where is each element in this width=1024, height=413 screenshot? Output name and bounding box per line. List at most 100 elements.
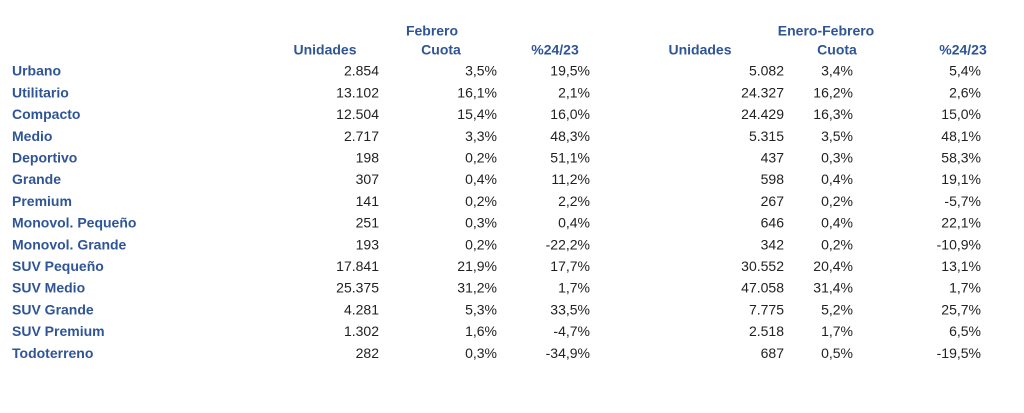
cell: 2,1% (558, 84, 590, 100)
cell: 19,1% (941, 171, 981, 187)
column-header: Cuota (421, 42, 461, 58)
cell: 11,2% (551, 171, 590, 187)
cell: 1,6% (465, 323, 497, 339)
row-label: Utilitario (12, 84, 69, 100)
cell: 2.854 (344, 63, 379, 79)
cell: 48,1% (941, 128, 981, 144)
cell: 646 (761, 215, 785, 231)
column-header: Cuota (817, 42, 857, 58)
cell: 25,7% (941, 301, 981, 317)
cell: 198 (356, 150, 380, 166)
cell: 6,5% (949, 323, 981, 339)
cell: 16,1% (457, 84, 497, 100)
cell: 3,5% (465, 63, 497, 79)
cell: 47.058 (741, 280, 784, 296)
row-label: Monovol. Grande (12, 236, 127, 252)
cell: 141 (356, 193, 380, 209)
cell: -5,7% (944, 193, 981, 209)
cell: 13.102 (336, 84, 379, 100)
cell: 1,7% (949, 280, 981, 296)
column-header: %24/23 (531, 42, 579, 58)
cell: 31,2% (457, 280, 497, 296)
cell: 0,2% (821, 236, 853, 252)
cell: 51,1% (550, 150, 590, 166)
cell: -4,7% (553, 323, 590, 339)
row-label: Urbano (12, 63, 61, 79)
cell: 17.841 (336, 258, 379, 274)
column-header: %24/23 (939, 42, 987, 58)
row-label: SUV Medio (12, 280, 85, 296)
cell: 1,7% (558, 280, 590, 296)
row-label: Monovol. Pequeño (12, 215, 136, 231)
cell: 31,4% (813, 280, 853, 296)
cell: 0,5% (821, 345, 853, 361)
cell: 0,4% (465, 171, 497, 187)
cell: 0,2% (821, 193, 853, 209)
column-header: Unidades (293, 42, 356, 58)
cell: 20,4% (813, 258, 853, 274)
cell: 24.327 (741, 84, 784, 100)
cell: -34,9% (546, 345, 590, 361)
group-header: Enero-Febrero (778, 23, 874, 39)
cell: 3,3% (465, 128, 497, 144)
cell: 342 (761, 236, 785, 252)
cell: 251 (356, 215, 380, 231)
cell: -22,2% (546, 236, 590, 252)
cell: 17,7% (550, 258, 590, 274)
cell: 4.281 (344, 301, 379, 317)
cell: 2,2% (558, 193, 590, 209)
cell: 12.504 (336, 106, 379, 122)
row-label: Grande (12, 171, 61, 187)
cell: 25.375 (336, 280, 379, 296)
cell: 3,5% (821, 128, 853, 144)
row-label: Premium (12, 193, 72, 209)
cell: 30.552 (741, 258, 784, 274)
row-label: SUV Premium (12, 323, 105, 339)
cell: 2.717 (344, 128, 379, 144)
cell: 437 (761, 150, 785, 166)
cell: 0,2% (465, 150, 497, 166)
cell: 19,5% (550, 63, 590, 79)
cell: 1.302 (344, 323, 379, 339)
cell: 5.082 (749, 63, 784, 79)
cell: 267 (761, 193, 785, 209)
cell: -19,5% (937, 345, 981, 361)
cell: 282 (356, 345, 380, 361)
cell: 7.775 (749, 301, 784, 317)
row-label: Todoterreno (12, 345, 93, 361)
cell: 193 (356, 236, 380, 252)
group-header: Febrero (406, 23, 458, 39)
cell: 2,6% (949, 84, 981, 100)
cell: 2.518 (749, 323, 784, 339)
row-label: Deportivo (12, 150, 77, 166)
cell: -10,9% (937, 236, 981, 252)
cell: 5,4% (949, 63, 981, 79)
cell: 24.429 (741, 106, 784, 122)
cell: 0,4% (821, 171, 853, 187)
cell: 0,2% (465, 236, 497, 252)
row-label: Medio (12, 128, 52, 144)
cell: 0,3% (465, 215, 497, 231)
row-label: SUV Pequeño (12, 258, 104, 274)
cell: 33,5% (550, 301, 590, 317)
cell: 307 (356, 171, 380, 187)
cell: 16,0% (550, 106, 590, 122)
cell: 5.315 (749, 128, 784, 144)
cell: 16,3% (813, 106, 853, 122)
cell: 58,3% (941, 150, 981, 166)
cell: 5,3% (465, 301, 497, 317)
cell: 13,1% (941, 258, 981, 274)
cell: 48,3% (550, 128, 590, 144)
cell: 0,3% (465, 345, 497, 361)
row-label: Compacto (12, 106, 80, 122)
cell: 15,0% (941, 106, 981, 122)
cell: 5,2% (821, 301, 853, 317)
cell: 3,4% (821, 63, 853, 79)
cell: 0,3% (821, 150, 853, 166)
cell: 15,4% (457, 106, 497, 122)
cell: 21,9% (457, 258, 497, 274)
cell: 1,7% (821, 323, 853, 339)
cell: 22,1% (941, 215, 981, 231)
cell: 0,4% (558, 215, 590, 231)
